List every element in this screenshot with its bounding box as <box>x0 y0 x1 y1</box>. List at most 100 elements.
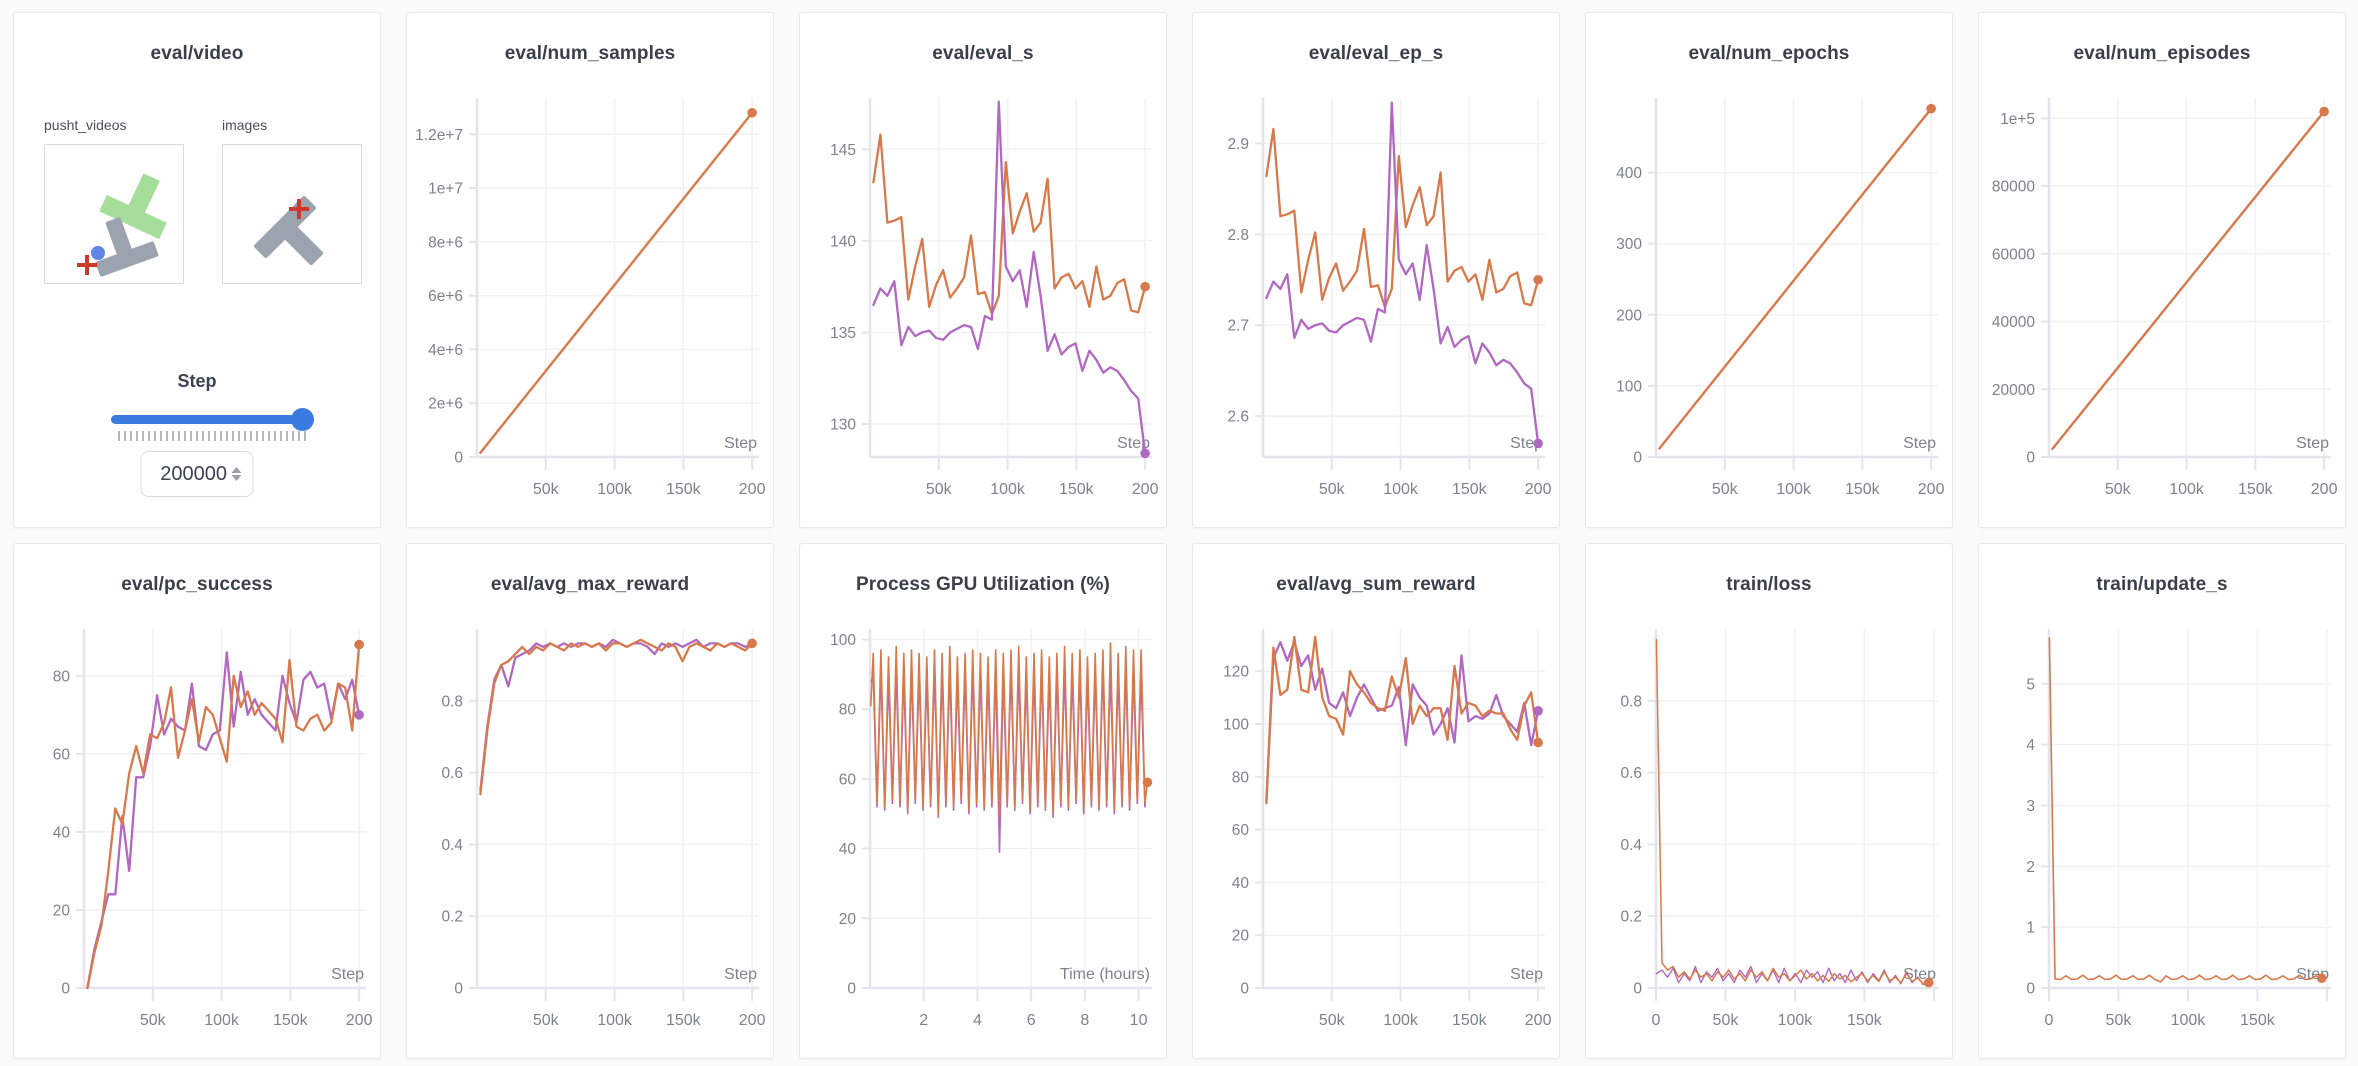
x-tick-label: 100k <box>597 481 633 498</box>
series-end-dot-purple-run <box>1533 438 1543 449</box>
y-tick-label: 2.9 <box>1227 136 1249 153</box>
stepper-down-icon[interactable] <box>231 475 241 481</box>
chart-canvas[interactable]: 0 2e+6 4e+6 6e+6 8e+6 1e+7 1.2e+7 50k 100k 150k 20… <box>407 13 774 528</box>
chart-canvas[interactable]: 0 0.2 0.4 0.6 0.8 50k 100k 150k 200 Step <box>407 544 774 1059</box>
y-tick-label: 1e+5 <box>2000 111 2035 128</box>
panel-eval-num-episodes[interactable]: eval/num_episodes 0 20000 40000 60000 80000 1… <box>1978 12 2346 528</box>
step-value-input[interactable] <box>153 462 227 486</box>
x-tick-label: 100k <box>1383 1012 1419 1029</box>
series-line-orange-run <box>1655 639 1930 985</box>
y-tick-label: 0 <box>1240 981 1249 998</box>
x-tick-label: 150k <box>1059 481 1095 498</box>
y-tick-label: 80 <box>53 668 71 685</box>
chart-canvas[interactable]: 0 20 40 60 80 50k 100k 150k 200 Step <box>14 544 381 1059</box>
x-tick-label: 150k <box>2238 481 2274 498</box>
x-tick-label: 100k <box>2169 481 2205 498</box>
series-end-dot-orange-run <box>1142 777 1153 788</box>
series-end-dot-orange-run <box>1926 103 1936 114</box>
x-tick-label: 200 <box>739 1012 766 1029</box>
x-tick-label: 200 <box>1132 481 1159 498</box>
x-tick-label: 50k <box>533 481 560 498</box>
x-tick-label: 50k <box>140 1012 167 1029</box>
x-tick-label: 50k <box>533 1012 560 1029</box>
y-tick-label: 0 <box>2026 450 2035 467</box>
step-slider-label: Step <box>177 371 217 391</box>
chart-canvas[interactable]: 0 20000 40000 60000 80000 1e+5 50k 100k 150k 200 S… <box>1979 13 2346 528</box>
chart-canvas[interactable]: 0 20 40 60 80 100 2 4 6 8 10 Time (hours) <box>800 544 1167 1059</box>
series-end-dot-orange-run <box>2316 973 2327 984</box>
x-tick-label: 100k <box>1776 481 1812 498</box>
chart-canvas[interactable]: 130 135 140 145 50k 100k 150k 200 Step <box>800 13 1167 528</box>
series-line-orange-run <box>1265 127 1540 309</box>
series-end-dot-orange-run <box>354 639 364 650</box>
panel-process-gpu-utilization[interactable]: Process GPU Utilization (%) 0 20 40 60 80 100… <box>799 543 1167 1059</box>
series-line-orange-run <box>86 643 361 990</box>
series-end-dot-orange-run <box>2319 106 2329 117</box>
series-line-purple-run <box>1655 965 1930 986</box>
step-input-box[interactable] <box>140 451 254 497</box>
x-tick-label: 100k <box>1778 1012 1814 1029</box>
images-thumbnail[interactable] <box>222 144 362 284</box>
panel-eval-num-epochs[interactable]: eval/num_epochs 0 100 200 300 400 50k 100k 150k… <box>1585 12 1953 528</box>
x-tick-label: 50k <box>2106 1012 2133 1029</box>
panel-eval-avg-max-reward[interactable]: eval/avg_max_reward 0 0.2 0.4 0.6 0.8 50k 100k… <box>406 543 774 1059</box>
y-tick-label: 80 <box>1232 769 1250 786</box>
series-end-dot-purple-run <box>1140 448 1150 459</box>
x-tick-label: 10 <box>1130 1012 1148 1029</box>
step-slider-thumb[interactable] <box>291 408 314 431</box>
x-axis-label: Step <box>1510 435 1543 452</box>
y-tick-label: 100 <box>830 632 856 649</box>
panel-title: eval/pc_success <box>121 574 273 595</box>
stepper-up-icon[interactable] <box>231 467 241 473</box>
y-tick-label: 0.8 <box>1620 693 1642 710</box>
step-slider-track[interactable] <box>111 415 313 424</box>
x-tick-label: 150k <box>1452 481 1488 498</box>
y-tick-label: 0.4 <box>441 837 463 854</box>
series-end-dot-purple-run <box>354 710 364 720</box>
series-line-orange-run <box>2048 637 2323 983</box>
series-line-orange-run <box>2051 110 2326 451</box>
x-tick-label: 150k <box>1452 1012 1488 1029</box>
y-tick-label: 0.6 <box>441 765 463 782</box>
y-tick-label: 0 <box>2026 981 2035 998</box>
x-axis-label: Time (hours) <box>1060 966 1150 983</box>
series-line-orange-run <box>1658 107 1933 450</box>
panel-train-loss[interactable]: train/loss 0 0.2 0.4 0.6 0.8 0 50k 100k 150k Step <box>1585 543 1953 1059</box>
y-tick-label: 20 <box>1232 928 1250 945</box>
y-tick-label: 130 <box>830 417 856 434</box>
y-tick-label: 80000 <box>1992 179 2035 196</box>
y-tick-label: 40 <box>53 824 71 841</box>
x-tick-label: 6 <box>1027 1012 1036 1029</box>
y-tick-label: 6e+6 <box>428 288 463 305</box>
y-tick-label: 200 <box>1616 307 1642 324</box>
series-end-dot-orange-run <box>747 107 757 118</box>
panel-train-update-s[interactable]: train/update_s 0 1 2 3 4 5 0 50k 100k 150k Step <box>1978 543 2346 1059</box>
series-line-orange-run <box>872 133 1147 316</box>
series-line-orange-run <box>479 111 754 454</box>
panel-title: Process GPU Utilization (%) <box>856 574 1110 595</box>
panel-eval-num-samples[interactable]: eval/num_samples 0 2e+6 4e+6 6e+6 8e+6 1e+7 1.… <box>406 12 774 528</box>
x-tick-label: 8 <box>1080 1012 1089 1029</box>
panel-eval-video[interactable]: eval/video pusht_videos images <box>13 12 381 528</box>
panel-eval-eval-s[interactable]: eval/eval_s 130 135 140 145 50k 100k 150k 200 St… <box>799 12 1167 528</box>
x-tick-label: 50k <box>1713 1012 1740 1029</box>
chart-canvas[interactable]: 0 20 40 60 80 100 120 50k 100k 150k 200 Step <box>1193 544 1560 1059</box>
x-tick-label: 150k <box>2240 1012 2276 1029</box>
y-tick-label: 0.8 <box>441 693 463 710</box>
chart-canvas[interactable]: 0 100 200 300 400 50k 100k 150k 200 Step <box>1586 13 1953 528</box>
pusht-video-thumbnail[interactable] <box>44 144 184 284</box>
x-axis-label: Step <box>724 435 757 452</box>
series-end-dot-orange-run <box>1923 977 1934 988</box>
y-tick-label: 60 <box>53 746 71 763</box>
panel-eval-pc-success[interactable]: eval/pc_success 0 20 40 60 80 50k 100k 150k 200 S… <box>13 543 381 1059</box>
chart-canvas[interactable]: 2.6 2.7 2.8 2.9 50k 100k 150k 200 Step <box>1193 13 1560 528</box>
panel-eval-eval-ep-s[interactable]: eval/eval_ep_s 2.6 2.7 2.8 2.9 50k 100k 150k 20… <box>1192 12 1560 528</box>
panel-eval-avg-sum-reward[interactable]: eval/avg_sum_reward 0 20 40 60 80 100 120 50k 10… <box>1192 543 1560 1059</box>
step-stepper[interactable] <box>231 467 241 481</box>
x-axis-label: Step <box>331 966 364 983</box>
x-tick-label: 4 <box>973 1012 982 1029</box>
series-line-purple-run <box>479 638 754 792</box>
